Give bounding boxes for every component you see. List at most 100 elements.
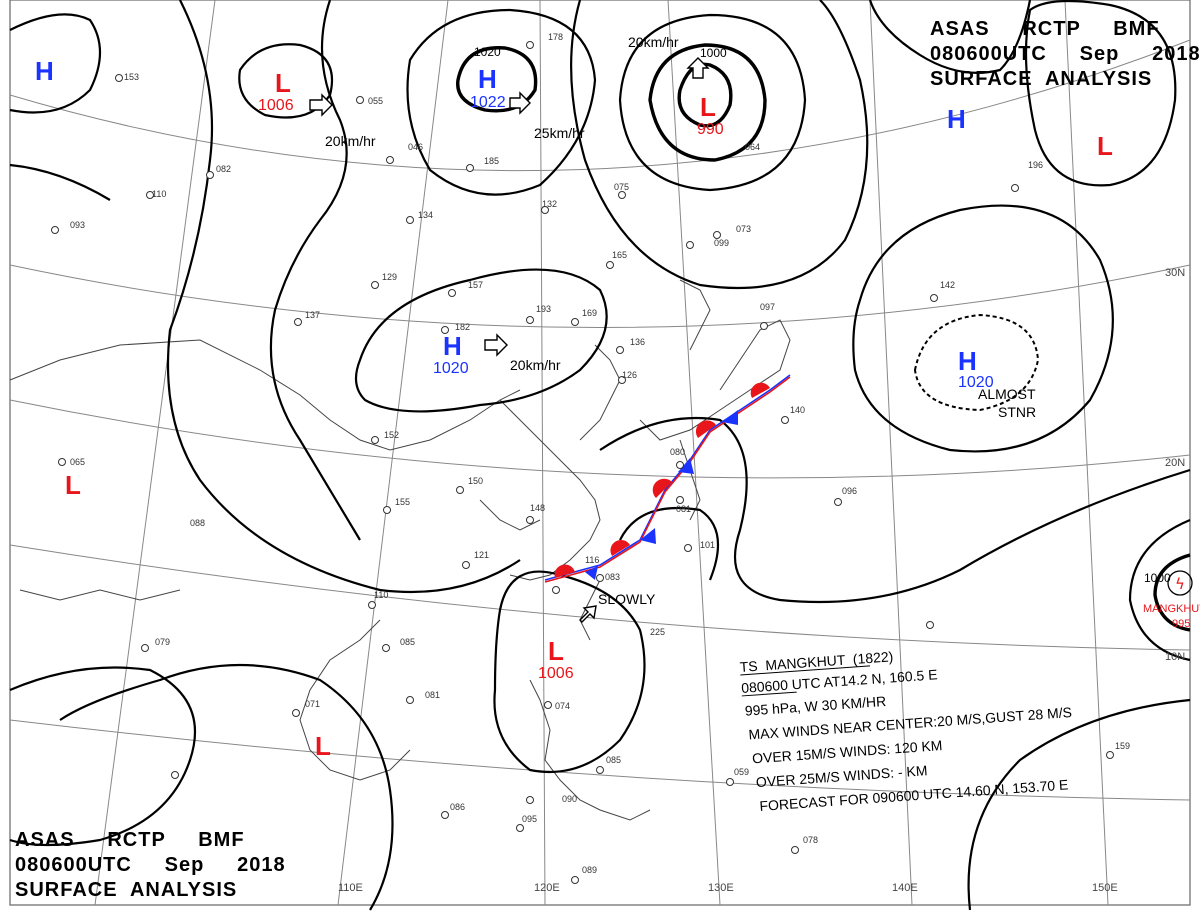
svg-text:126: 126 xyxy=(622,370,637,380)
svg-text:165: 165 xyxy=(612,250,627,260)
high-center-symbol: H xyxy=(35,56,54,86)
high-center-symbol: H xyxy=(947,104,966,134)
svg-text:136: 136 xyxy=(630,337,645,347)
svg-text:142: 142 xyxy=(940,280,955,290)
svg-text:099: 099 xyxy=(714,238,729,248)
header-bottom: ASAS RCTP BMF 080600UTC Sep 2018 SURFACE… xyxy=(15,829,286,901)
svg-text:110: 110 xyxy=(374,590,388,600)
high-center-pressure: 1022 xyxy=(470,94,506,111)
svg-text:121: 121 xyxy=(474,550,489,560)
high-center-pressure: 1020 xyxy=(958,374,994,391)
svg-text:093: 093 xyxy=(70,220,85,230)
svg-text:110: 110 xyxy=(152,189,166,199)
movement-arrows xyxy=(309,57,710,623)
low-center-pressure: 1006 xyxy=(258,97,294,114)
svg-text:169: 169 xyxy=(582,308,597,318)
svg-text:20km/hr: 20km/hr xyxy=(510,357,561,373)
low-center-symbol: L xyxy=(275,68,291,98)
low-center-symbol: L xyxy=(1097,131,1113,161)
svg-text:148: 148 xyxy=(530,503,545,513)
svg-text:178: 178 xyxy=(548,32,563,42)
svg-text:075: 075 xyxy=(614,182,629,192)
svg-text:080600UTC Sep 2018: 080600UTC Sep 2018 xyxy=(15,854,286,876)
svg-text:150: 150 xyxy=(468,476,483,486)
low-center-symbol: L xyxy=(315,731,331,761)
svg-text:074: 074 xyxy=(555,701,570,711)
svg-text:SLOWLY: SLOWLY xyxy=(598,591,656,607)
high-center-pressure: 1020 xyxy=(433,360,469,377)
svg-text:046: 046 xyxy=(408,142,423,152)
svg-text:073: 073 xyxy=(736,224,751,234)
svg-text:30N: 30N xyxy=(1165,267,1185,279)
svg-text:225: 225 xyxy=(650,627,665,637)
svg-text:130E: 130E xyxy=(708,882,734,894)
svg-text:SURFACE ANALYSIS: SURFACE ANALYSIS xyxy=(15,879,237,901)
svg-text:1020: 1020 xyxy=(474,45,501,59)
svg-text:STNR: STNR xyxy=(998,404,1036,420)
parallels xyxy=(9,39,1191,801)
svg-text:082: 082 xyxy=(216,164,231,174)
svg-text:078: 078 xyxy=(803,835,818,845)
isobars xyxy=(9,0,1191,911)
graticule-labels: 30N 20N 10N 110E 120E 130E 140E 150E xyxy=(338,267,1185,894)
svg-text:185: 185 xyxy=(484,156,499,166)
svg-text:095: 095 xyxy=(522,814,537,824)
svg-text:101: 101 xyxy=(700,540,715,550)
svg-text:157: 157 xyxy=(468,280,483,290)
svg-text:150E: 150E xyxy=(1092,882,1118,894)
svg-text:064: 064 xyxy=(745,142,760,152)
station-values: 153 055 046 178 082 185 110 132 065 093 … xyxy=(70,32,1130,875)
svg-text:10N: 10N xyxy=(1165,651,1185,663)
svg-text:116: 116 xyxy=(585,555,599,565)
svg-text:140: 140 xyxy=(790,405,805,415)
svg-text:1000: 1000 xyxy=(700,46,727,60)
svg-text:085: 085 xyxy=(400,637,415,647)
svg-text:ASAS RCTP BMF: ASAS RCTP BMF xyxy=(930,18,1160,40)
high-center-symbol: H xyxy=(443,331,462,361)
svg-text:088: 088 xyxy=(190,518,205,528)
svg-text:182: 182 xyxy=(455,322,470,332)
low-center-symbol: L xyxy=(548,636,564,666)
svg-text:153: 153 xyxy=(124,72,139,82)
station-markers xyxy=(51,41,1114,884)
svg-text:097: 097 xyxy=(760,302,775,312)
svg-text:140E: 140E xyxy=(892,882,918,894)
svg-text:096: 096 xyxy=(842,486,857,496)
typhoon-center-circle xyxy=(1167,570,1193,596)
svg-text:120E: 120E xyxy=(534,882,560,894)
low-center-symbol: L xyxy=(700,92,716,122)
svg-text:152: 152 xyxy=(384,430,399,440)
low-center-symbol: L xyxy=(65,470,81,500)
svg-text:071: 071 xyxy=(305,699,320,709)
svg-text:081: 081 xyxy=(676,504,691,514)
svg-text:083: 083 xyxy=(605,572,620,582)
stationary-front xyxy=(544,374,791,583)
high-center-symbol: H xyxy=(478,64,497,94)
svg-text:090: 090 xyxy=(562,794,577,804)
svg-text:110E: 110E xyxy=(338,882,363,894)
svg-text:065: 065 xyxy=(70,457,85,467)
svg-text:129: 129 xyxy=(382,272,397,282)
svg-text:155: 155 xyxy=(395,497,410,507)
isobar-labels: 1020 1000 1000 xyxy=(474,45,1171,585)
svg-text:085: 085 xyxy=(606,755,621,765)
svg-text:137: 137 xyxy=(305,310,320,320)
svg-text:193: 193 xyxy=(536,304,551,314)
svg-text:20N: 20N xyxy=(1165,457,1185,469)
svg-text:196: 196 xyxy=(1028,160,1043,170)
svg-text:132: 132 xyxy=(542,199,557,209)
svg-text:089: 089 xyxy=(582,865,597,875)
typhoon-pressure: 995 xyxy=(1172,618,1190,630)
svg-text:20km/hr: 20km/hr xyxy=(628,34,679,50)
svg-text:20km/hr: 20km/hr xyxy=(325,133,376,149)
svg-text:059: 059 xyxy=(734,767,749,777)
low-center-pressure: 1006 xyxy=(538,665,574,682)
typhoon-icon: ϟ xyxy=(1175,575,1185,593)
high-center-symbol: H xyxy=(958,346,977,376)
svg-text:134: 134 xyxy=(418,210,433,220)
map-frame xyxy=(9,0,1191,906)
svg-text:1000: 1000 xyxy=(1144,571,1171,585)
svg-text:080: 080 xyxy=(670,447,685,457)
